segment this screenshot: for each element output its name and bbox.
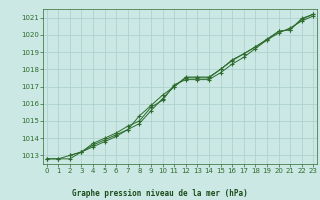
Text: Graphe pression niveau de la mer (hPa): Graphe pression niveau de la mer (hPa) xyxy=(72,189,248,198)
